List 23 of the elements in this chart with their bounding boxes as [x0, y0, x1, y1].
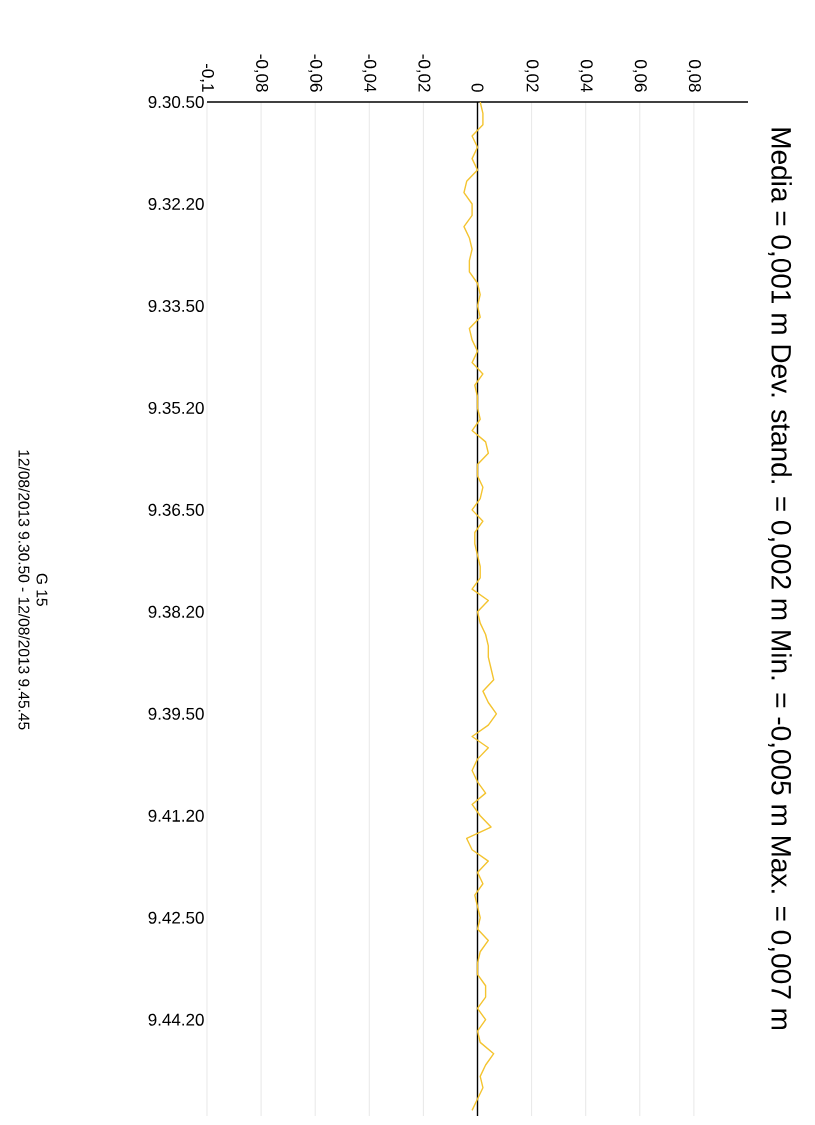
x-tick-label: 0,06 — [632, 60, 647, 92]
x-tick-label: 0,04 — [578, 60, 593, 92]
y-tick-label: 9.36.50 — [148, 503, 204, 516]
y-tick-label: 9.35.20 — [148, 401, 204, 414]
x-tick-label: -0,1 — [199, 63, 215, 92]
y-tick-label: 9.39.50 — [148, 707, 204, 720]
x-tick-label: -0,08 — [254, 54, 269, 92]
y-tick-label: 9.44.20 — [148, 1013, 204, 1026]
y-tick-label: 9.33.50 — [148, 299, 204, 312]
x-tick-label: 0 — [471, 83, 484, 92]
y-tick-label: 9.42.50 — [148, 911, 204, 924]
y-tick-label: 9.41.20 — [148, 809, 204, 822]
y-tick-label: 9.32.20 — [148, 197, 204, 210]
y-tick-label: 9.38.20 — [148, 605, 204, 618]
x-tick-label: -0,02 — [416, 54, 431, 92]
text: Media = 0,001 m Dev. stand. = 0,002 m Min. = -0,005 m Max. = 0,007 m — [767, 128, 792, 1030]
x-tick-label: -0,04 — [362, 54, 377, 92]
x-tick-label: -0,06 — [308, 54, 323, 92]
x-tick-label: 0,08 — [686, 60, 701, 92]
text: G 15 — [36, 573, 48, 606]
y-tick-label: 9.30.50 — [148, 95, 204, 109]
text: 12/08/2013 9.30.50 - 12/08/2013 9.45.45 — [18, 450, 30, 730]
x-tick-label: 0,02 — [524, 60, 539, 92]
